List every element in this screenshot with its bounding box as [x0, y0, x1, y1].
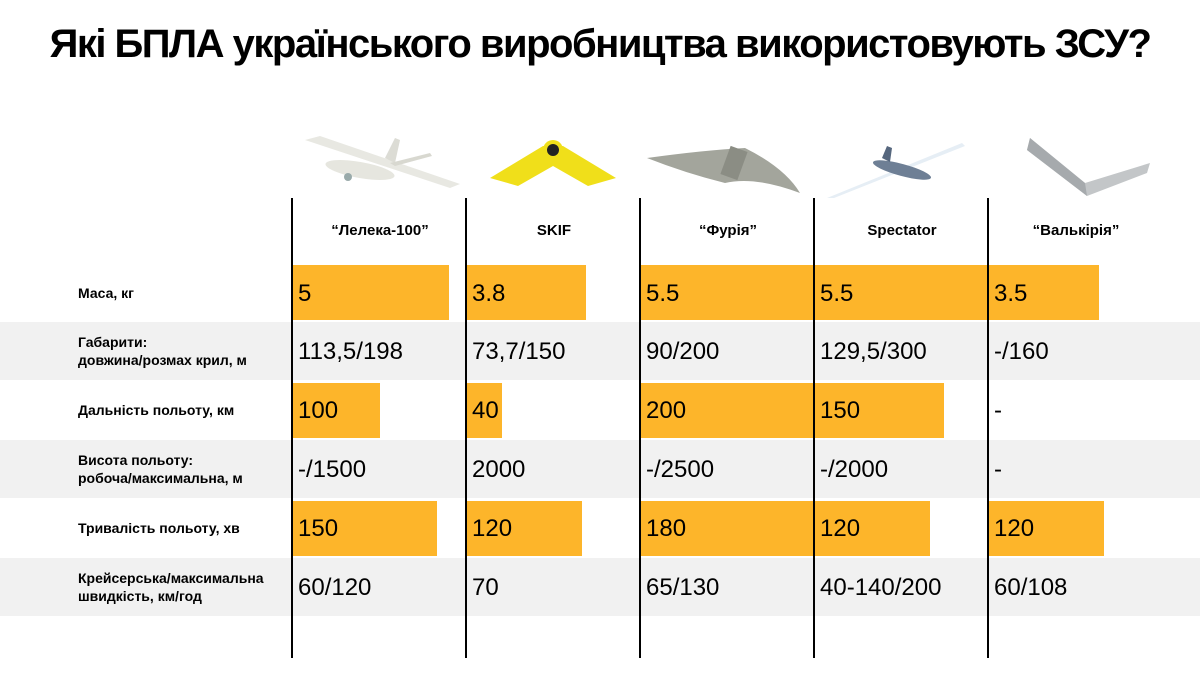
cell-value: 5 — [298, 280, 312, 307]
cell-value: 65/130 — [646, 574, 720, 601]
cell-value: 129,5/300 — [820, 338, 927, 365]
cell-value: 60/120 — [298, 574, 372, 601]
bar-duration-valkiria — [989, 501, 1104, 556]
cell-value: -/2500 — [646, 456, 715, 483]
page-title: Які БПЛА українського виробництва викори… — [49, 22, 1152, 66]
cell-value: 150 — [298, 515, 339, 542]
cell-value: 2000 — [472, 456, 526, 483]
column-divider — [639, 198, 641, 658]
bar-range-leleka — [293, 383, 380, 438]
cell-value: -/160 — [994, 338, 1049, 365]
row-label-range: Дальність польоту, км — [78, 402, 235, 418]
cell-value: 120 — [820, 515, 861, 542]
bar-duration-skif — [467, 501, 582, 556]
cell-value: 113,5/198 — [298, 338, 403, 365]
row-label-dimensions: Габарити: довжина/розмах крил, м — [78, 334, 247, 368]
drone-image-spectator — [827, 143, 965, 198]
cell-value: 60/108 — [994, 574, 1068, 601]
column-header-valkiria: “Валькірія” — [1032, 222, 1120, 239]
cell-value: 90/200 — [646, 338, 720, 365]
cell-value: 200 — [646, 397, 687, 424]
bar-mass-furia — [641, 265, 813, 320]
cell-value: -/1500 — [298, 456, 367, 483]
column-divider — [987, 198, 989, 658]
cell-value: 150 — [820, 397, 861, 424]
row-label-speed: Крейсерська/максимальна швидкість, км/год — [78, 570, 264, 604]
bar-duration-leleka — [293, 501, 437, 556]
column-header-spectator: Spectator — [867, 222, 937, 239]
cell-value: 120 — [472, 515, 513, 542]
cell-value: 40-140/200 — [820, 574, 942, 601]
cell-value: 3.5 — [994, 280, 1028, 307]
cell-value: - — [994, 456, 1002, 483]
column-divider — [813, 198, 815, 658]
row-label-mass: Маса, кг — [78, 285, 134, 301]
bar-range-skif — [467, 383, 502, 438]
column-divider — [291, 198, 293, 658]
cell-value: 5.5 — [820, 280, 854, 307]
cell-value: 180 — [646, 515, 687, 542]
bar-mass-spectator — [815, 265, 987, 320]
drone-image-skif — [490, 140, 616, 186]
cell-value: 5.5 — [646, 280, 680, 307]
column-header-skif: SKIF — [536, 222, 572, 239]
cell-value: - — [994, 397, 1002, 424]
bar-mass-skif — [467, 265, 586, 320]
cell-value: 40 — [472, 397, 499, 424]
cell-value: 3.8 — [472, 280, 506, 307]
cell-value: 73,7/150 — [472, 338, 566, 365]
bar-range-spectator — [815, 383, 944, 438]
row-band-speed — [0, 558, 1200, 616]
bar-duration-furia — [641, 501, 813, 556]
column-divider — [465, 198, 467, 658]
cell-value: 120 — [994, 515, 1035, 542]
drone-image-leleka — [305, 136, 460, 188]
row-label-altitude: Висота польоту: робоча/максимальна, м — [78, 452, 243, 486]
column-header-furia: “Фурія” — [698, 222, 758, 239]
bar-duration-spectator — [815, 501, 930, 556]
row-label-duration: Тривалість польоту, хв — [78, 520, 240, 536]
drone-image-valkiria — [1027, 138, 1150, 196]
row-band-dimensions — [0, 322, 1200, 380]
bar-range-furia — [641, 383, 813, 438]
cell-value: -/2000 — [820, 456, 889, 483]
cell-value: 70 — [472, 574, 499, 601]
drone-image-furia — [647, 145, 800, 193]
column-header-leleka: “Лелека-100” — [331, 222, 429, 239]
cell-value: 100 — [298, 397, 339, 424]
bar-mass-valkiria — [989, 265, 1099, 320]
row-band-altitude — [0, 440, 1200, 498]
bar-mass-leleka — [293, 265, 449, 320]
